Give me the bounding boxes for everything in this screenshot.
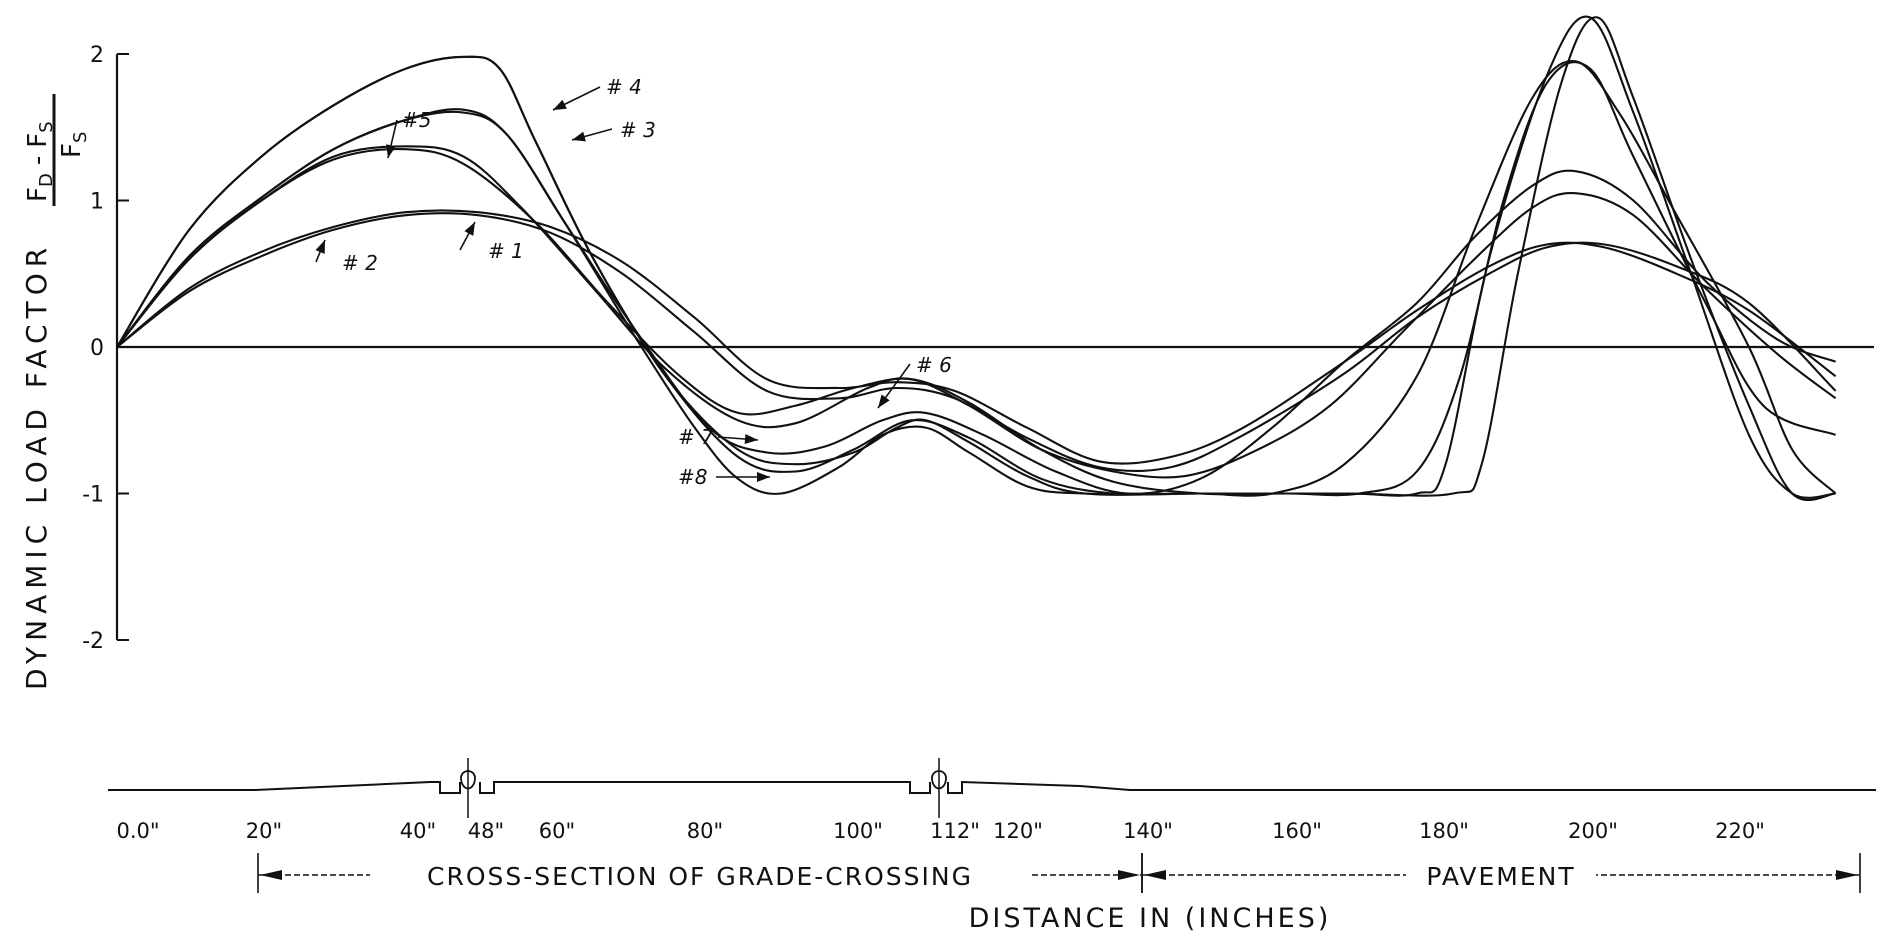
band-arrow-left xyxy=(260,870,282,880)
x-tick-label: 100" xyxy=(833,819,883,843)
annotation-label: # 7 xyxy=(678,425,714,449)
annotation-label: #5 xyxy=(402,108,431,132)
frac-minus: - xyxy=(23,156,53,165)
band-label: PAVEMENT xyxy=(1426,862,1575,891)
y-tick-label: 1 xyxy=(90,190,104,215)
x-tick-label: 112" xyxy=(930,819,980,843)
annotation-label: # 2 xyxy=(342,251,378,275)
frac-num-sub-d: D xyxy=(36,173,57,187)
x-tick-label: 180" xyxy=(1419,819,1469,843)
frac-num-sub-s: S xyxy=(36,121,57,132)
y-tick-label: 2 xyxy=(90,43,104,68)
annotation-label: # 1 xyxy=(488,239,524,263)
frac-num-f2: F xyxy=(23,133,53,148)
svg-text:FD-FS: FD-FS xyxy=(23,121,57,202)
y-tick-label: -2 xyxy=(82,629,104,654)
annotation-arrowhead xyxy=(464,222,475,236)
annotation-arrowhead xyxy=(386,144,396,158)
series-layer xyxy=(116,15,1837,501)
band-arrow-right xyxy=(1836,870,1858,880)
x-tick-label: 200" xyxy=(1568,819,1618,843)
series-line-4 xyxy=(116,110,1836,495)
svg-text:FS: FS xyxy=(57,132,91,158)
annotation-label: # 6 xyxy=(916,353,952,377)
annotation-arrowhead xyxy=(572,131,586,142)
series-line-3 xyxy=(116,145,1837,479)
x-tick-label: 60" xyxy=(539,819,575,843)
band-label: CROSS-SECTION OF GRADE-CROSSING xyxy=(427,862,973,891)
x-tick-label: 20" xyxy=(246,819,282,843)
band-arrow-right xyxy=(1118,870,1140,880)
annotation-label: # 3 xyxy=(620,118,656,142)
band-label-bg xyxy=(370,857,1030,891)
series-line-5 xyxy=(116,55,1837,497)
y-axis-label: DYNAMIC LOAD FACTOR xyxy=(20,242,53,690)
x-tick-label: 40" xyxy=(400,819,436,843)
x-axis-label: DISTANCE IN (INCHES) xyxy=(969,903,1332,934)
x-tick-label: 220" xyxy=(1715,819,1765,843)
x-tick-label: 140" xyxy=(1123,819,1173,843)
y-axis: 2 1 0 -1 -2 xyxy=(82,43,129,654)
x-tick-labels: 0.0" 20" 40" 48" 60" 80" 100" 112" 120" 140" 160" 1… xyxy=(116,819,1764,843)
y-tick-label: 0 xyxy=(90,336,104,361)
x-tick-label: 120" xyxy=(993,819,1043,843)
x-tick-label: 0.0" xyxy=(116,819,159,843)
y-axis-title: DYNAMIC LOAD FACTOR FD-FS FS xyxy=(20,94,91,690)
series-line-8 xyxy=(116,16,1836,501)
band-label-bg xyxy=(1406,857,1596,891)
crossing-surface-profile xyxy=(108,780,1876,794)
section-bands: CROSS-SECTION OF GRADE-CROSSING PAVEMENT xyxy=(257,853,1861,893)
annotation-label: # 4 xyxy=(606,75,642,99)
annotation-arrowhead xyxy=(315,240,325,254)
annotation-arrowhead xyxy=(757,472,770,482)
annotation-label: #8 xyxy=(678,465,707,489)
annotation-arrowhead xyxy=(878,394,890,408)
annotation-arrowhead xyxy=(553,99,567,110)
grade-crossing-profile xyxy=(108,758,1876,818)
frac-num-f: F xyxy=(23,187,53,202)
series-line-7 xyxy=(116,15,1836,499)
y-axis-fraction: FD-FS FS xyxy=(23,94,91,206)
annotation-layer: # 1 # 2 # 3 # 4 #5 # 6 # 7 #8 xyxy=(315,75,952,489)
series-line-6 xyxy=(116,61,1836,497)
band-arrow-left xyxy=(1144,870,1166,880)
series-line-1 xyxy=(116,209,1837,465)
rail-section xyxy=(460,770,476,790)
frac-den-f: F xyxy=(57,143,87,158)
y-tick-label: -1 xyxy=(82,483,104,508)
x-tick-label: 48" xyxy=(468,819,504,843)
annotation-arrowhead xyxy=(744,434,758,445)
x-tick-label: 80" xyxy=(687,819,723,843)
x-tick-label: 160" xyxy=(1272,819,1322,843)
rail-section xyxy=(931,770,947,790)
frac-den-sub-s: S xyxy=(70,132,91,143)
